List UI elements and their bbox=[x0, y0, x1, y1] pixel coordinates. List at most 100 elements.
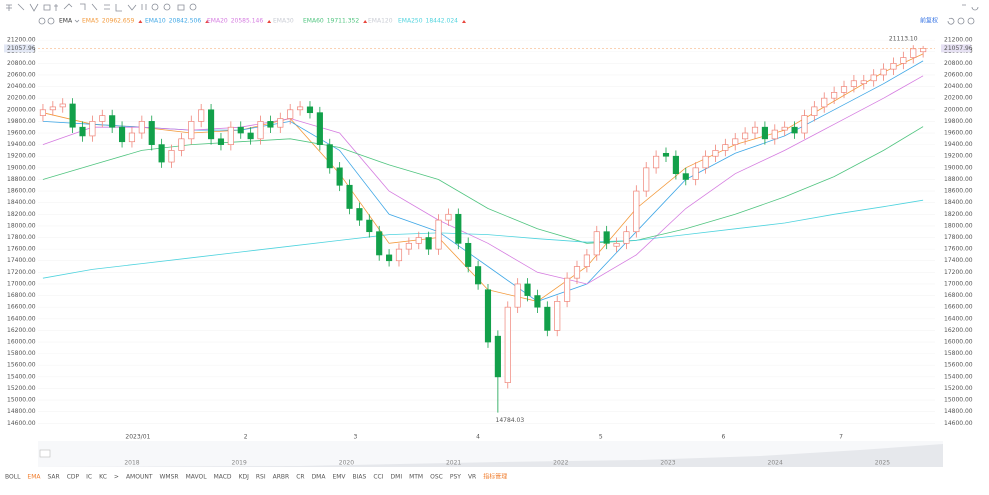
candle-body bbox=[336, 167, 343, 186]
candle-body bbox=[435, 219, 442, 250]
legend-name: EMA20 bbox=[207, 18, 228, 25]
candle-body bbox=[316, 112, 323, 145]
navigator-year: 2023 bbox=[660, 460, 675, 467]
y-tick-label-right: 18800.00 bbox=[944, 176, 973, 183]
indicator-tab[interactable]: MACD bbox=[214, 474, 232, 481]
navigator-area bbox=[38, 444, 943, 467]
indicator-tab[interactable]: VR bbox=[468, 474, 476, 481]
candle-body bbox=[573, 266, 581, 279]
y-tick-label-right: 17000.00 bbox=[944, 280, 973, 287]
candle bbox=[712, 144, 719, 163]
indicator-tab[interactable]: CR bbox=[296, 474, 304, 481]
last-price-label: 21057.96 bbox=[944, 45, 973, 52]
indicator-tab[interactable]: BOLL bbox=[5, 474, 21, 481]
y-tick-label: 17400.00 bbox=[7, 257, 36, 264]
y-tick-label-right: 16600.00 bbox=[944, 304, 973, 311]
indicator-tab[interactable]: KDJ bbox=[239, 474, 250, 481]
candle-body bbox=[850, 80, 857, 87]
y-tick-label: 18400.00 bbox=[7, 199, 36, 206]
candle bbox=[554, 295, 561, 337]
y-tick-label-right: 17800.00 bbox=[944, 234, 973, 241]
indicator-tab[interactable]: DMI bbox=[391, 474, 403, 481]
candle-body bbox=[860, 80, 867, 85]
y-tick-label-right: 16000.00 bbox=[944, 339, 973, 346]
adjust-mode[interactable]: 前复权 bbox=[920, 17, 938, 25]
extreme-annotation: 21113.10 bbox=[889, 36, 918, 43]
y-tick-label-right: 15400.00 bbox=[944, 373, 973, 380]
y-tick-label-right: 17400.00 bbox=[944, 257, 973, 264]
indicator-tab[interactable]: CDP bbox=[67, 474, 80, 481]
candle bbox=[366, 214, 373, 238]
candle-body bbox=[326, 144, 333, 169]
candle bbox=[188, 115, 195, 145]
candle-body bbox=[672, 155, 679, 175]
indicator-tab[interactable]: DMA bbox=[312, 474, 327, 481]
indicator-tab[interactable]: RSI bbox=[256, 474, 266, 481]
candle-body bbox=[751, 126, 759, 134]
indicator-tab[interactable]: IC bbox=[86, 474, 92, 481]
candle bbox=[128, 127, 136, 148]
indicator-tab[interactable]: PSY bbox=[450, 474, 461, 481]
indicator-tab[interactable]: ARBR bbox=[273, 474, 290, 481]
candle bbox=[920, 45, 927, 58]
candle bbox=[158, 138, 165, 168]
candle-body bbox=[445, 213, 452, 221]
candle bbox=[771, 124, 778, 145]
candle bbox=[306, 101, 314, 119]
window-controls[interactable] bbox=[947, 4, 979, 25]
indicator-tab[interactable]: MTM bbox=[409, 474, 423, 481]
indicator-tab[interactable]: MAVOL bbox=[186, 474, 208, 481]
y-tick-label-right: 20000.00 bbox=[944, 106, 973, 113]
y-tick-label-right: 15600.00 bbox=[944, 362, 973, 369]
indicator-name[interactable]: EMA bbox=[59, 18, 73, 25]
indicator-tab[interactable]: OSC bbox=[430, 474, 443, 481]
legend-value: 18442.024 bbox=[426, 18, 459, 25]
candle-body bbox=[692, 167, 699, 180]
candle bbox=[801, 109, 808, 139]
y-tick-label: 16400.00 bbox=[7, 315, 36, 322]
candle-body bbox=[405, 242, 412, 250]
indicator-tab[interactable]: EMA bbox=[27, 474, 41, 481]
indicator-settings[interactable] bbox=[38, 17, 55, 25]
ema-line bbox=[42, 199, 924, 279]
candle bbox=[89, 115, 96, 142]
indicator-tab[interactable]: EMV bbox=[332, 474, 346, 481]
candle-body bbox=[109, 115, 116, 128]
navigator-year: 2022 bbox=[553, 460, 568, 467]
y-tick-label: 18000.00 bbox=[7, 222, 36, 229]
candle bbox=[900, 51, 907, 70]
ema-line bbox=[42, 53, 924, 302]
candle-body bbox=[138, 121, 145, 134]
y-tick-label: 16800.00 bbox=[7, 292, 36, 299]
indicator-tab[interactable]: WMSR bbox=[160, 474, 179, 481]
candle bbox=[465, 237, 472, 273]
y-tick-label: 14800.00 bbox=[7, 408, 36, 415]
candle bbox=[376, 225, 383, 261]
indicator-tab[interactable]: BIAS bbox=[353, 474, 367, 481]
y-tick-label-right: 16800.00 bbox=[944, 292, 973, 299]
candle bbox=[257, 115, 264, 145]
indicator-tab[interactable]: > bbox=[114, 474, 119, 481]
indicator-tab[interactable]: AMOUNT bbox=[126, 474, 153, 481]
candle-body bbox=[534, 295, 541, 308]
navigator-year: 2020 bbox=[339, 460, 354, 467]
candle-body bbox=[148, 121, 155, 145]
legend-trend bbox=[205, 20, 210, 23]
candle-body bbox=[880, 68, 887, 76]
candle bbox=[524, 278, 531, 302]
y-tick-label: 14600.00 bbox=[7, 420, 36, 427]
indicator-tab[interactable]: CCI bbox=[373, 474, 383, 481]
indicator-tab[interactable]: SAR bbox=[48, 474, 60, 481]
candle bbox=[603, 225, 610, 250]
candle bbox=[346, 179, 353, 215]
y-tick-label-right: 16200.00 bbox=[944, 327, 973, 334]
indicator-tab[interactable]: KC bbox=[99, 474, 107, 481]
navigator-handle[interactable] bbox=[39, 449, 51, 458]
indicator-tab[interactable]: 指标管理 bbox=[483, 473, 507, 481]
candle bbox=[593, 225, 600, 261]
y-tick-label: 15200.00 bbox=[7, 385, 36, 392]
candle bbox=[850, 74, 857, 93]
candle bbox=[742, 127, 749, 145]
indicator-dropdown[interactable] bbox=[74, 19, 80, 23]
drawing-toolbar[interactable] bbox=[6, 3, 197, 12]
